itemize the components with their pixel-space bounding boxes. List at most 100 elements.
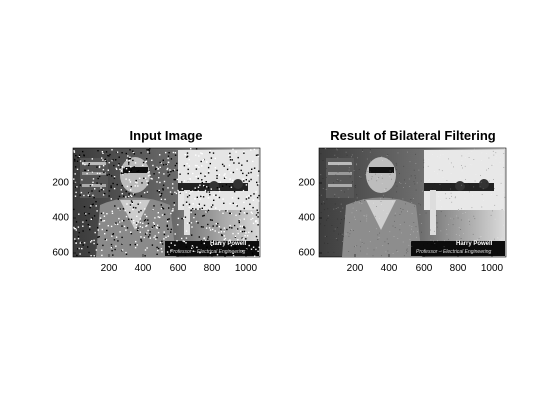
noise-dot — [113, 164, 115, 167]
noise-dot — [136, 215, 138, 217]
noise-dot — [333, 208, 335, 210]
noise-dot — [110, 225, 113, 228]
noise-dot — [445, 197, 447, 199]
noise-dot — [77, 156, 79, 159]
noise-dot — [423, 159, 425, 161]
noise-dot — [223, 235, 226, 237]
noise-dot — [214, 157, 216, 160]
noise-dot — [336, 148, 337, 150]
noise-dot — [333, 230, 335, 232]
noise-dot — [340, 222, 341, 224]
noise-dot — [341, 233, 343, 235]
noise-dot — [351, 162, 353, 164]
noise-dot — [385, 251, 387, 253]
noise-dot — [372, 255, 374, 257]
noise-dot — [451, 195, 452, 197]
noise-dot — [469, 225, 470, 227]
noise-dot — [396, 191, 397, 193]
noise-dot — [151, 226, 153, 228]
noise-dot — [196, 165, 198, 167]
noise-dot — [439, 184, 441, 185]
noise-dot — [206, 191, 208, 193]
noise-dot — [250, 149, 252, 151]
noise-dot — [74, 181, 77, 184]
noise-dot — [185, 230, 188, 232]
noise-dot — [95, 205, 97, 207]
noise-dot — [130, 166, 132, 168]
noise-dot — [411, 228, 412, 230]
noise-dot — [120, 170, 123, 172]
noise-dot — [98, 166, 101, 169]
noise-dot — [473, 215, 475, 217]
noise-dot — [146, 191, 149, 193]
noise-dot — [503, 153, 505, 154]
noise-dot — [254, 221, 257, 223]
noise-dot — [133, 219, 135, 222]
noise-dot — [322, 178, 324, 179]
noise-dot — [437, 222, 439, 224]
noise-dot — [79, 253, 81, 255]
noise-dot — [504, 196, 506, 198]
noise-dot — [160, 162, 162, 164]
noise-dot — [424, 206, 425, 208]
noise-dot — [116, 151, 119, 153]
noise-dot — [183, 217, 185, 219]
noise-dot — [74, 195, 77, 197]
noise-dot — [196, 246, 198, 248]
noise-dot — [97, 150, 99, 152]
noise-dot — [481, 160, 482, 161]
noise-dot — [360, 246, 361, 248]
noise-dot — [74, 158, 76, 161]
noise-dot — [140, 236, 142, 238]
noise-dot — [144, 208, 146, 210]
noise-dot — [168, 246, 170, 248]
left-xtick-600: 600 — [169, 263, 187, 274]
noise-dot — [349, 176, 351, 178]
noise-dot — [497, 237, 498, 239]
noise-dot — [152, 209, 154, 211]
noise-dot — [245, 232, 247, 234]
noise-dot — [210, 188, 212, 190]
noise-dot — [136, 170, 138, 172]
noise-dot — [229, 152, 231, 155]
noise-dot — [356, 210, 357, 211]
noise-dot — [197, 175, 200, 177]
noise-dot — [130, 185, 132, 188]
noise-dot — [195, 189, 197, 191]
noise-dot — [439, 150, 441, 151]
noise-dot — [245, 174, 248, 177]
noise-dot — [167, 161, 170, 163]
noise-dot — [156, 227, 158, 229]
noise-dot — [428, 159, 430, 161]
noise-dot — [342, 241, 343, 242]
noise-dot — [501, 174, 503, 176]
noise-dot — [337, 227, 338, 228]
noise-dot — [129, 158, 131, 160]
noise-dot — [113, 187, 116, 190]
noise-dot — [240, 169, 242, 172]
noise-dot — [108, 162, 110, 164]
noise-dot — [133, 194, 136, 196]
noise-dot — [413, 198, 414, 199]
noise-dot — [395, 169, 397, 170]
noise-dot — [130, 218, 133, 221]
noise-dot — [244, 235, 246, 237]
noise-dot — [366, 214, 368, 216]
noise-dot — [360, 176, 362, 178]
noise-dot — [142, 222, 144, 224]
noise-dot — [448, 224, 449, 225]
right-caption-role: Professor – Electrical Engineering — [416, 249, 492, 255]
noise-dot — [88, 163, 90, 165]
noise-dot — [211, 244, 213, 246]
noise-dot — [110, 198, 112, 200]
noise-dot — [480, 236, 482, 237]
noise-dot — [146, 149, 148, 151]
noise-dot — [242, 189, 245, 192]
noise-dot — [474, 148, 475, 150]
noise-dot — [125, 251, 127, 254]
noise-dot — [246, 235, 249, 237]
noise-dot — [143, 177, 145, 179]
noise-dot — [350, 172, 352, 174]
noise-dot — [104, 192, 106, 195]
noise-dot — [503, 192, 505, 193]
